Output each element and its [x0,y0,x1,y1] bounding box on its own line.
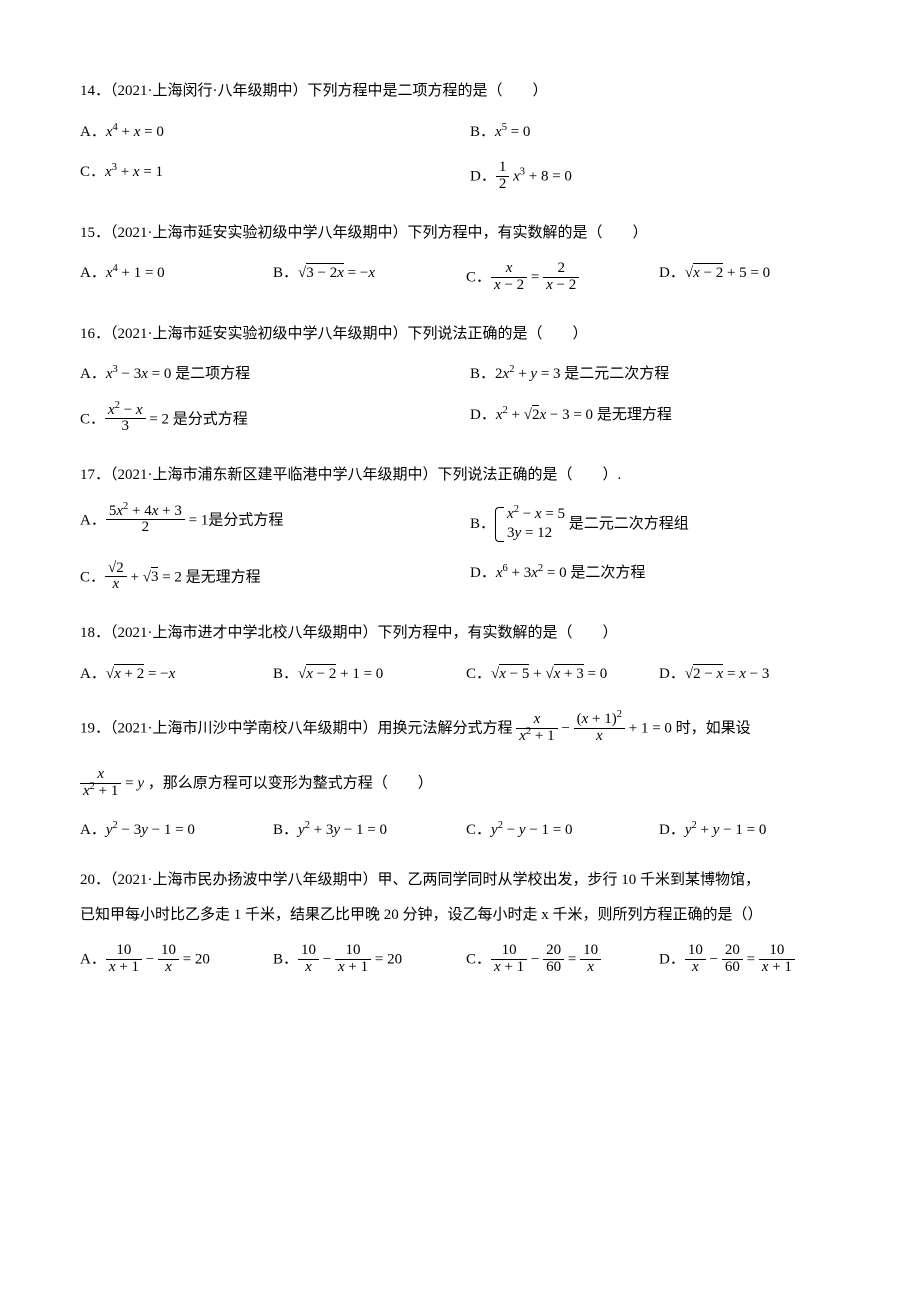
q14-opt-a: A．x4 + x = 0 [80,121,450,144]
opt-label: D． [470,407,496,423]
opt-label: A． [80,952,106,968]
q18-options: A．√x + 2 = −x B．√x − 2 + 1 = 0 C．√x − 5 … [80,663,840,686]
q20-opt-a: A．10x + 1 − 10x = 20 [80,944,261,977]
q14-stem: 14．（2021·上海闵行·八年级期中）下列方程中是二项方程的是（ ） [80,80,840,103]
q20-opt-c: C．10x + 1 − 2060 = 10x [466,944,647,977]
opt-tail: 是二次方程 [567,565,646,581]
opt-label: A． [80,822,106,838]
opt-tail: 是分式方程 [169,411,248,427]
opt-label: D． [659,952,685,968]
question-17: 17．（2021·上海市浦东新区建平临港中学八年级期中）下列说法正确的是（ ）.… [80,464,840,594]
opt-label: D． [659,822,685,838]
stem-text: 19．（2021·上海市川沙中学南校八年级期中）用换元法解分式方程 [80,721,513,737]
q17-options: A．5x2 + 4x + 32 = 1是分式方程 B．x2 − x = 53y … [80,505,840,595]
q14-opt-b: B．x5 = 0 [470,121,840,144]
q17-opt-d: D．x6 + 3x2 = 0 是二次方程 [470,562,840,595]
opt-tail: 是二元二次方程 [561,366,670,382]
q17-stem: 17．（2021·上海市浦东新区建平临港中学八年级期中）下列说法正确的是（ ）. [80,464,840,487]
opt-label: B． [470,124,495,140]
opt-label: A． [80,366,106,382]
q16-opt-c: C．x2 − x3 = 2 是分式方程 [80,404,450,437]
opt-label: C． [80,411,105,427]
q15-opt-c: C．xx − 2 = 2x − 2 [466,262,647,295]
opt-label: D． [659,666,685,682]
opt-tail: 是二项方程 [171,366,250,382]
q17-opt-c: C．√2x + √3 = 2 是无理方程 [80,562,450,595]
stem-line: 20．（2021·上海市民办扬波中学八年级期中）甲、乙两同学同时从学校出发，步行… [80,869,840,892]
q19-opt-a: A．y2 − 3y − 1 = 0 [80,819,261,842]
opt-label: A． [80,124,106,140]
q15-opt-b: B．√3 − 2x = −x [273,262,454,295]
opt-label: C． [466,822,491,838]
opt-label: D． [659,265,685,281]
q18-stem: 18．（2021·上海市进才中学北校八年级期中）下列方程中，有实数解的是（ ） [80,622,840,645]
q18-opt-a: A．√x + 2 = −x [80,663,261,686]
q17-opt-a: A．5x2 + 4x + 32 = 1是分式方程 [80,505,450,544]
opt-label: C． [466,952,491,968]
q16-options: A．x3 − 3x = 0 是二项方程 B．2x2 + y = 3 是二元二次方… [80,363,840,436]
q16-opt-a: A．x3 − 3x = 0 是二项方程 [80,363,450,386]
q19-stem: 19．（2021·上海市川沙中学南校八年级期中）用换元法解分式方程 xx2 + … [80,713,840,801]
opt-label: A． [80,666,106,682]
q17-opt-b: B．x2 − x = 53y = 12 是二元二次方程组 [470,505,840,544]
q19-options: A．y2 − 3y − 1 = 0 B．y2 + 3y − 1 = 0 C．y2… [80,819,840,842]
opt-tail: 是分式方程 [208,512,283,528]
opt-label: B． [273,952,298,968]
q15-options: A．x4 + 1 = 0 B．√3 − 2x = −x C．xx − 2 = 2… [80,262,840,295]
opt-label: B． [273,265,298,281]
q20-options: A．10x + 1 − 10x = 20 B．10x − 10x + 1 = 2… [80,944,840,977]
opt-label: A． [80,512,106,528]
q18-opt-d: D．√2 − x = x − 3 [659,663,840,686]
q14-opt-c: C．x3 + x = 1 [80,161,450,194]
q20-stem: 20．（2021·上海市民办扬波中学八年级期中）甲、乙两同学同时从学校出发，步行… [80,869,840,926]
q20-opt-b: B．10x − 10x + 1 = 20 [273,944,454,977]
q15-stem: 15．（2021·上海市延安实验初级中学八年级期中）下列方程中，有实数解的是（ … [80,222,840,245]
question-14: 14．（2021·上海闵行·八年级期中）下列方程中是二项方程的是（ ） A．x4… [80,80,840,194]
opt-label: D． [470,169,496,185]
opt-label: A． [80,265,106,281]
opt-tail: 是无理方程 [182,569,261,585]
stem-line: 已知甲每小时比乙多走 1 千米，结果乙比甲晚 20 分钟，设乙每小时走 x 千米… [80,904,840,927]
q16-opt-d: D．x2 + √2x − 3 = 0 是无理方程 [470,404,840,437]
q20-opt-d: D．10x − 2060 = 10x + 1 [659,944,840,977]
q16-stem: 16．（2021·上海市延安实验初级中学八年级期中）下列说法正确的是（ ） [80,323,840,346]
opt-label: C． [80,569,105,585]
stem-text: ，那么原方程可以变形为整式方程（ ） [148,776,433,792]
q15-opt-d: D．√x − 2 + 5 = 0 [659,262,840,295]
q19-opt-d: D．y2 + y − 1 = 0 [659,819,840,842]
question-20: 20．（2021·上海市民办扬波中学八年级期中）甲、乙两同学同时从学校出发，步行… [80,869,840,977]
opt-label: C． [466,270,491,286]
question-15: 15．（2021·上海市延安实验初级中学八年级期中）下列方程中，有实数解的是（ … [80,222,840,295]
stem-text: 时，如果设 [676,721,751,737]
q19-opt-b: B．y2 + 3y − 1 = 0 [273,819,454,842]
opt-tail: 是无理方程 [593,407,672,423]
question-16: 16．（2021·上海市延安实验初级中学八年级期中）下列说法正确的是（ ） A．… [80,323,840,437]
question-18: 18．（2021·上海市进才中学北校八年级期中）下列方程中，有实数解的是（ ） … [80,622,840,685]
opt-label: B． [470,366,495,382]
q18-opt-c: C．√x − 5 + √x + 3 = 0 [466,663,647,686]
q14-options: A．x4 + x = 0 B．x5 = 0 C．x3 + x = 1 D．12 … [80,121,840,194]
q18-opt-b: B．√x − 2 + 1 = 0 [273,663,454,686]
q19-opt-c: C．y2 − y − 1 = 0 [466,819,647,842]
opt-label: D． [470,565,496,581]
opt-label: C． [80,164,105,180]
q15-opt-a: A．x4 + 1 = 0 [80,262,261,295]
opt-label: B． [470,515,495,531]
opt-tail: 是二元二次方程组 [565,515,689,531]
question-19: 19．（2021·上海市川沙中学南校八年级期中）用换元法解分式方程 xx2 + … [80,713,840,841]
opt-label: C． [466,666,491,682]
opt-label: B． [273,666,298,682]
q14-opt-d: D．12 x3 + 8 = 0 [470,161,840,194]
opt-label: B． [273,822,298,838]
q16-opt-b: B．2x2 + y = 3 是二元二次方程 [470,363,840,386]
